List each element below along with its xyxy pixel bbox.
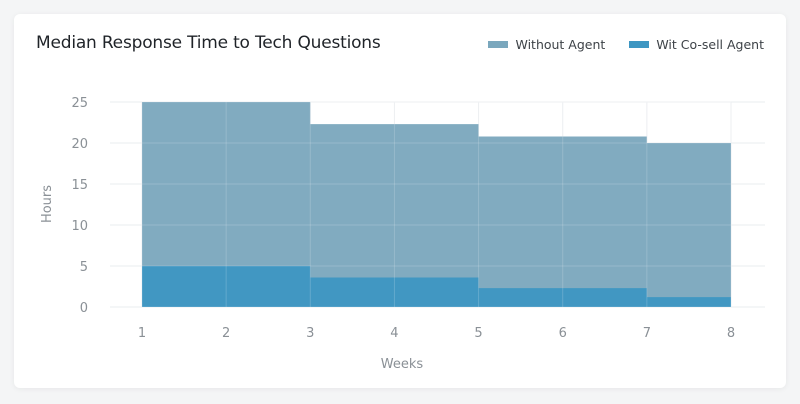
chart-title: Median Response Time to Tech Questions: [36, 33, 381, 53]
y-tick-label: 15: [71, 178, 88, 193]
y-tick-label: 10: [71, 219, 88, 234]
x-tick-label: 1: [138, 326, 146, 341]
legend-label-with-agent: Wit Co-sell Agent: [656, 37, 764, 52]
x-tick-label: 3: [306, 326, 314, 341]
legend-swatch-with-agent: [629, 41, 650, 48]
y-axis-label: Hours: [40, 185, 55, 223]
legend-label-without-agent: Without Agent: [515, 37, 606, 52]
x-tick-label: 4: [390, 326, 398, 341]
legend-item-without-agent[interactable]: Without Agent: [488, 37, 605, 52]
x-tick-label: 8: [727, 326, 735, 341]
x-tick-label: 5: [474, 326, 482, 341]
x-tick-label: 2: [222, 326, 230, 341]
legend-item-with-agent[interactable]: Wit Co-sell Agent: [629, 37, 764, 52]
chart-legend: Without Agent Wit Co-sell Agent: [488, 37, 764, 52]
series-area-with-agent: [142, 266, 731, 307]
x-tick-label: 6: [559, 326, 567, 341]
y-tick-label: 0: [80, 301, 88, 316]
y-tick-label: 5: [80, 260, 88, 275]
y-tick-label: 20: [71, 137, 88, 152]
x-tick-label: 7: [643, 326, 651, 341]
y-tick-label: 25: [71, 96, 88, 111]
legend-swatch-without-agent: [488, 41, 509, 48]
series-area-without-agent: [142, 102, 731, 307]
x-axis-label: Weeks: [381, 357, 424, 372]
